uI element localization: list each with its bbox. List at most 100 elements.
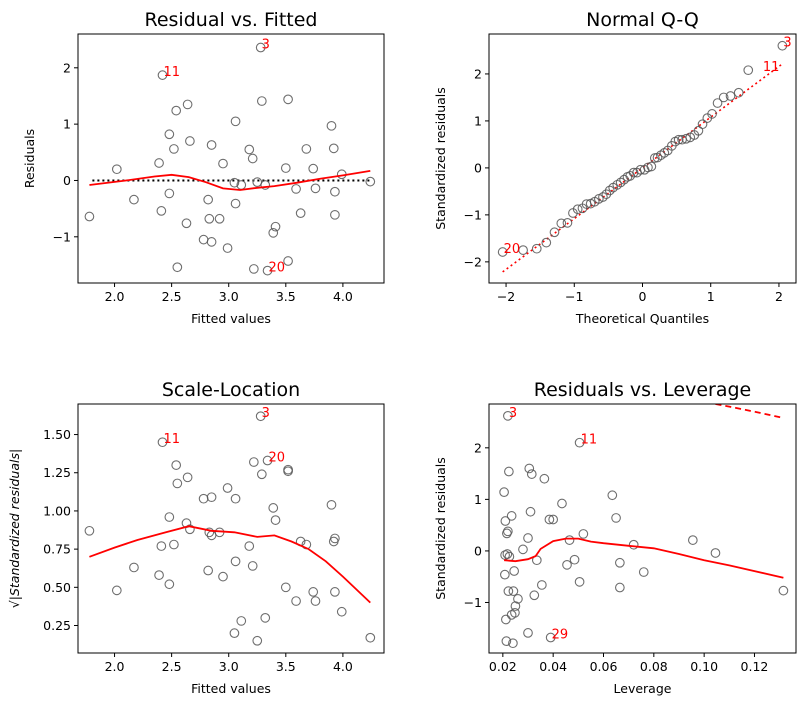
y-tick-label: 1 bbox=[63, 117, 71, 132]
data-point bbox=[270, 515, 281, 525]
data-point bbox=[707, 109, 717, 119]
lowess-smooth-line bbox=[504, 537, 784, 579]
y-tick-label: 1 bbox=[474, 492, 482, 507]
data-point bbox=[247, 561, 258, 571]
data-point bbox=[518, 544, 528, 555]
y-tick-label: 1.25 bbox=[43, 465, 71, 480]
data-point bbox=[247, 153, 258, 164]
x-tick-label: 3.0 bbox=[219, 289, 239, 304]
data-point bbox=[326, 120, 337, 131]
data-point bbox=[536, 580, 547, 590]
data-point bbox=[545, 632, 556, 643]
y-tick-label: 2 bbox=[474, 66, 482, 81]
x-tick-label: 0.04 bbox=[539, 659, 567, 674]
data-point bbox=[574, 577, 585, 587]
data-point bbox=[718, 92, 729, 103]
data-point bbox=[500, 516, 511, 526]
data-point bbox=[252, 635, 263, 646]
data-point bbox=[222, 243, 233, 253]
data-point bbox=[256, 469, 267, 480]
data-point bbox=[336, 606, 347, 617]
data-point bbox=[365, 176, 376, 187]
data-point bbox=[778, 585, 789, 596]
y-tick-label: 2 bbox=[474, 440, 482, 455]
data-point bbox=[280, 163, 291, 173]
data-point bbox=[308, 587, 319, 597]
data-point bbox=[697, 119, 708, 130]
y-tick-label: 1 bbox=[474, 113, 482, 128]
data-point bbox=[164, 129, 175, 140]
data-point bbox=[185, 524, 195, 535]
x-tick-label: 4.0 bbox=[333, 659, 353, 674]
data-point bbox=[615, 582, 625, 593]
y-axis-label: Standardized residuals bbox=[433, 457, 448, 600]
y-axis-label: Residuals bbox=[22, 129, 37, 188]
data-point bbox=[562, 218, 573, 228]
y-axis-label: √|Standardized residuals| bbox=[7, 449, 22, 608]
data-point bbox=[556, 218, 567, 229]
data-point bbox=[129, 194, 139, 205]
data-point bbox=[229, 177, 240, 188]
data-point bbox=[154, 158, 164, 168]
y-tick-label: −2 bbox=[464, 254, 482, 269]
data-point bbox=[164, 579, 175, 590]
x-tick-label: 2.5 bbox=[162, 659, 182, 674]
y-tick-label: 1.50 bbox=[43, 427, 71, 442]
outlier-label: 3 bbox=[509, 406, 517, 421]
cooks-distance-line bbox=[715, 404, 784, 419]
x-tick-label: 3.5 bbox=[276, 289, 296, 304]
subplot-2: 311 20 −2 −1 0 1 2 −2 −1 0 1 2 Normal Q-Q Theoretical… bbox=[433, 9, 797, 326]
x-tick-label: 0.10 bbox=[690, 659, 718, 674]
data-point bbox=[198, 234, 209, 245]
x-tick-label: 2.0 bbox=[105, 659, 125, 674]
y-tick-label: 0 bbox=[63, 173, 71, 188]
data-point bbox=[283, 256, 293, 266]
data-point bbox=[611, 513, 621, 523]
outlier-label: 11 bbox=[163, 65, 180, 80]
data-point bbox=[497, 247, 508, 257]
axes-frame bbox=[77, 403, 385, 654]
data-point bbox=[529, 590, 540, 601]
data-point bbox=[615, 177, 626, 188]
data-point bbox=[330, 186, 340, 197]
data-point bbox=[557, 498, 567, 509]
data-point bbox=[229, 628, 240, 638]
data-point bbox=[214, 213, 225, 224]
data-point bbox=[156, 541, 167, 551]
data-point bbox=[172, 478, 183, 489]
data-point bbox=[712, 98, 723, 108]
outlier-label: 29 bbox=[552, 628, 569, 643]
data-point bbox=[539, 473, 550, 484]
x-axis-label: Fitted values bbox=[191, 681, 271, 696]
data-point bbox=[204, 213, 215, 224]
x-tick-label: 4.0 bbox=[333, 289, 353, 304]
data-point bbox=[510, 601, 521, 611]
data-point bbox=[499, 487, 509, 498]
data-point bbox=[326, 499, 337, 510]
data-point bbox=[111, 164, 122, 175]
outlier-label: 3 bbox=[262, 38, 270, 53]
subplot-title: Normal Q-Q bbox=[586, 9, 699, 31]
data-point bbox=[733, 87, 744, 98]
data-point bbox=[523, 533, 533, 543]
data-point bbox=[252, 177, 263, 188]
data-point bbox=[572, 204, 583, 215]
data-point bbox=[310, 596, 321, 606]
outlier-label: 3 bbox=[262, 406, 270, 421]
x-axis-label: Theoretical Quantiles bbox=[575, 311, 709, 326]
data-point bbox=[270, 221, 281, 232]
x-axis-label: Fitted values bbox=[191, 311, 271, 326]
data-point bbox=[203, 565, 214, 576]
lowess-smooth-line bbox=[89, 525, 371, 604]
x-tick-label: 0.02 bbox=[489, 659, 517, 674]
data-point bbox=[503, 411, 513, 421]
data-point bbox=[291, 184, 301, 194]
data-point bbox=[230, 116, 241, 127]
data-point bbox=[578, 529, 589, 539]
y-tick-label: −1 bbox=[464, 207, 482, 222]
data-point bbox=[262, 265, 273, 276]
data-point bbox=[222, 483, 233, 493]
data-point bbox=[508, 586, 519, 596]
subplot-title: Residuals vs. Leverage bbox=[534, 379, 751, 401]
